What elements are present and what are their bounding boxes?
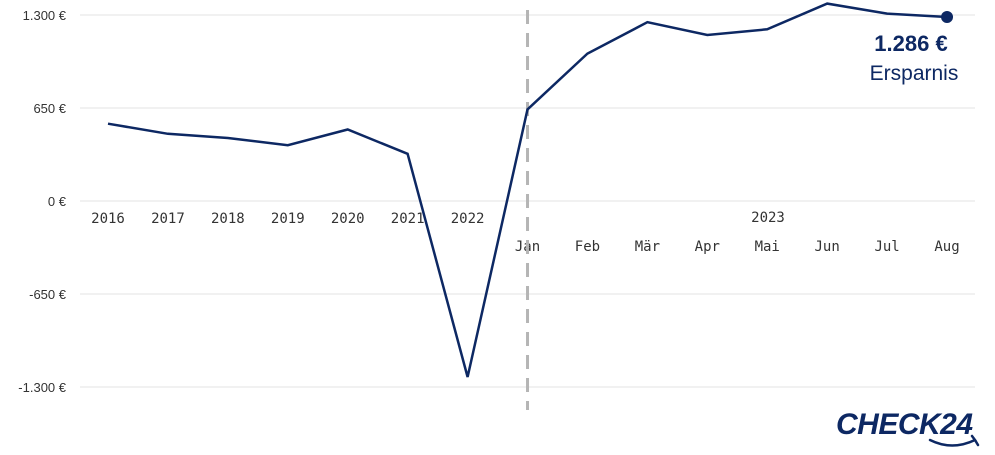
series-line (107, 2, 948, 378)
x-tick-label: 2019 (271, 211, 305, 227)
x-tick-label: 2017 (151, 211, 185, 227)
x-tick-label: 2016 (91, 211, 125, 227)
x-tick-label: Feb (575, 239, 600, 255)
logo-text: CHECK24 (836, 408, 973, 441)
y-tick-label: -1.300 € (18, 380, 66, 395)
year-group-label: 2023 (751, 210, 785, 226)
x-tick-label: Apr (695, 239, 720, 255)
callout-value: 1.286 € (874, 31, 947, 56)
y-tick-label: 1.300 € (23, 8, 67, 23)
logo-swoosh-icon (928, 434, 980, 447)
x-tick-label: Mai (755, 239, 780, 255)
x-tick-label: 2020 (331, 211, 365, 227)
y-tick-label: -650 € (29, 287, 67, 302)
x-axis-ticks: 2016201720182019202020212022JanFebMärApr… (91, 211, 960, 255)
y-axis-ticks: 1.300 € 650 € 0 € -650 € -1.300 € (18, 8, 66, 395)
x-tick-label: Jul (874, 239, 899, 255)
y-tick-label: 0 € (48, 194, 67, 209)
x-tick-label: 2018 (211, 211, 245, 227)
x-tick-label: 2022 (451, 211, 485, 227)
data-points (941, 11, 954, 24)
callout-label: Ersparnis (870, 62, 959, 85)
x-tick-label: Aug (934, 239, 959, 255)
endpoint-marker (941, 11, 954, 24)
x-tick-label: Jun (815, 239, 840, 255)
x-tick-label: Mär (635, 239, 660, 255)
x-tick-label: 2021 (391, 211, 425, 227)
y-tick-label: 650 € (33, 101, 66, 116)
check24-logo: CHECK24 (836, 408, 980, 447)
